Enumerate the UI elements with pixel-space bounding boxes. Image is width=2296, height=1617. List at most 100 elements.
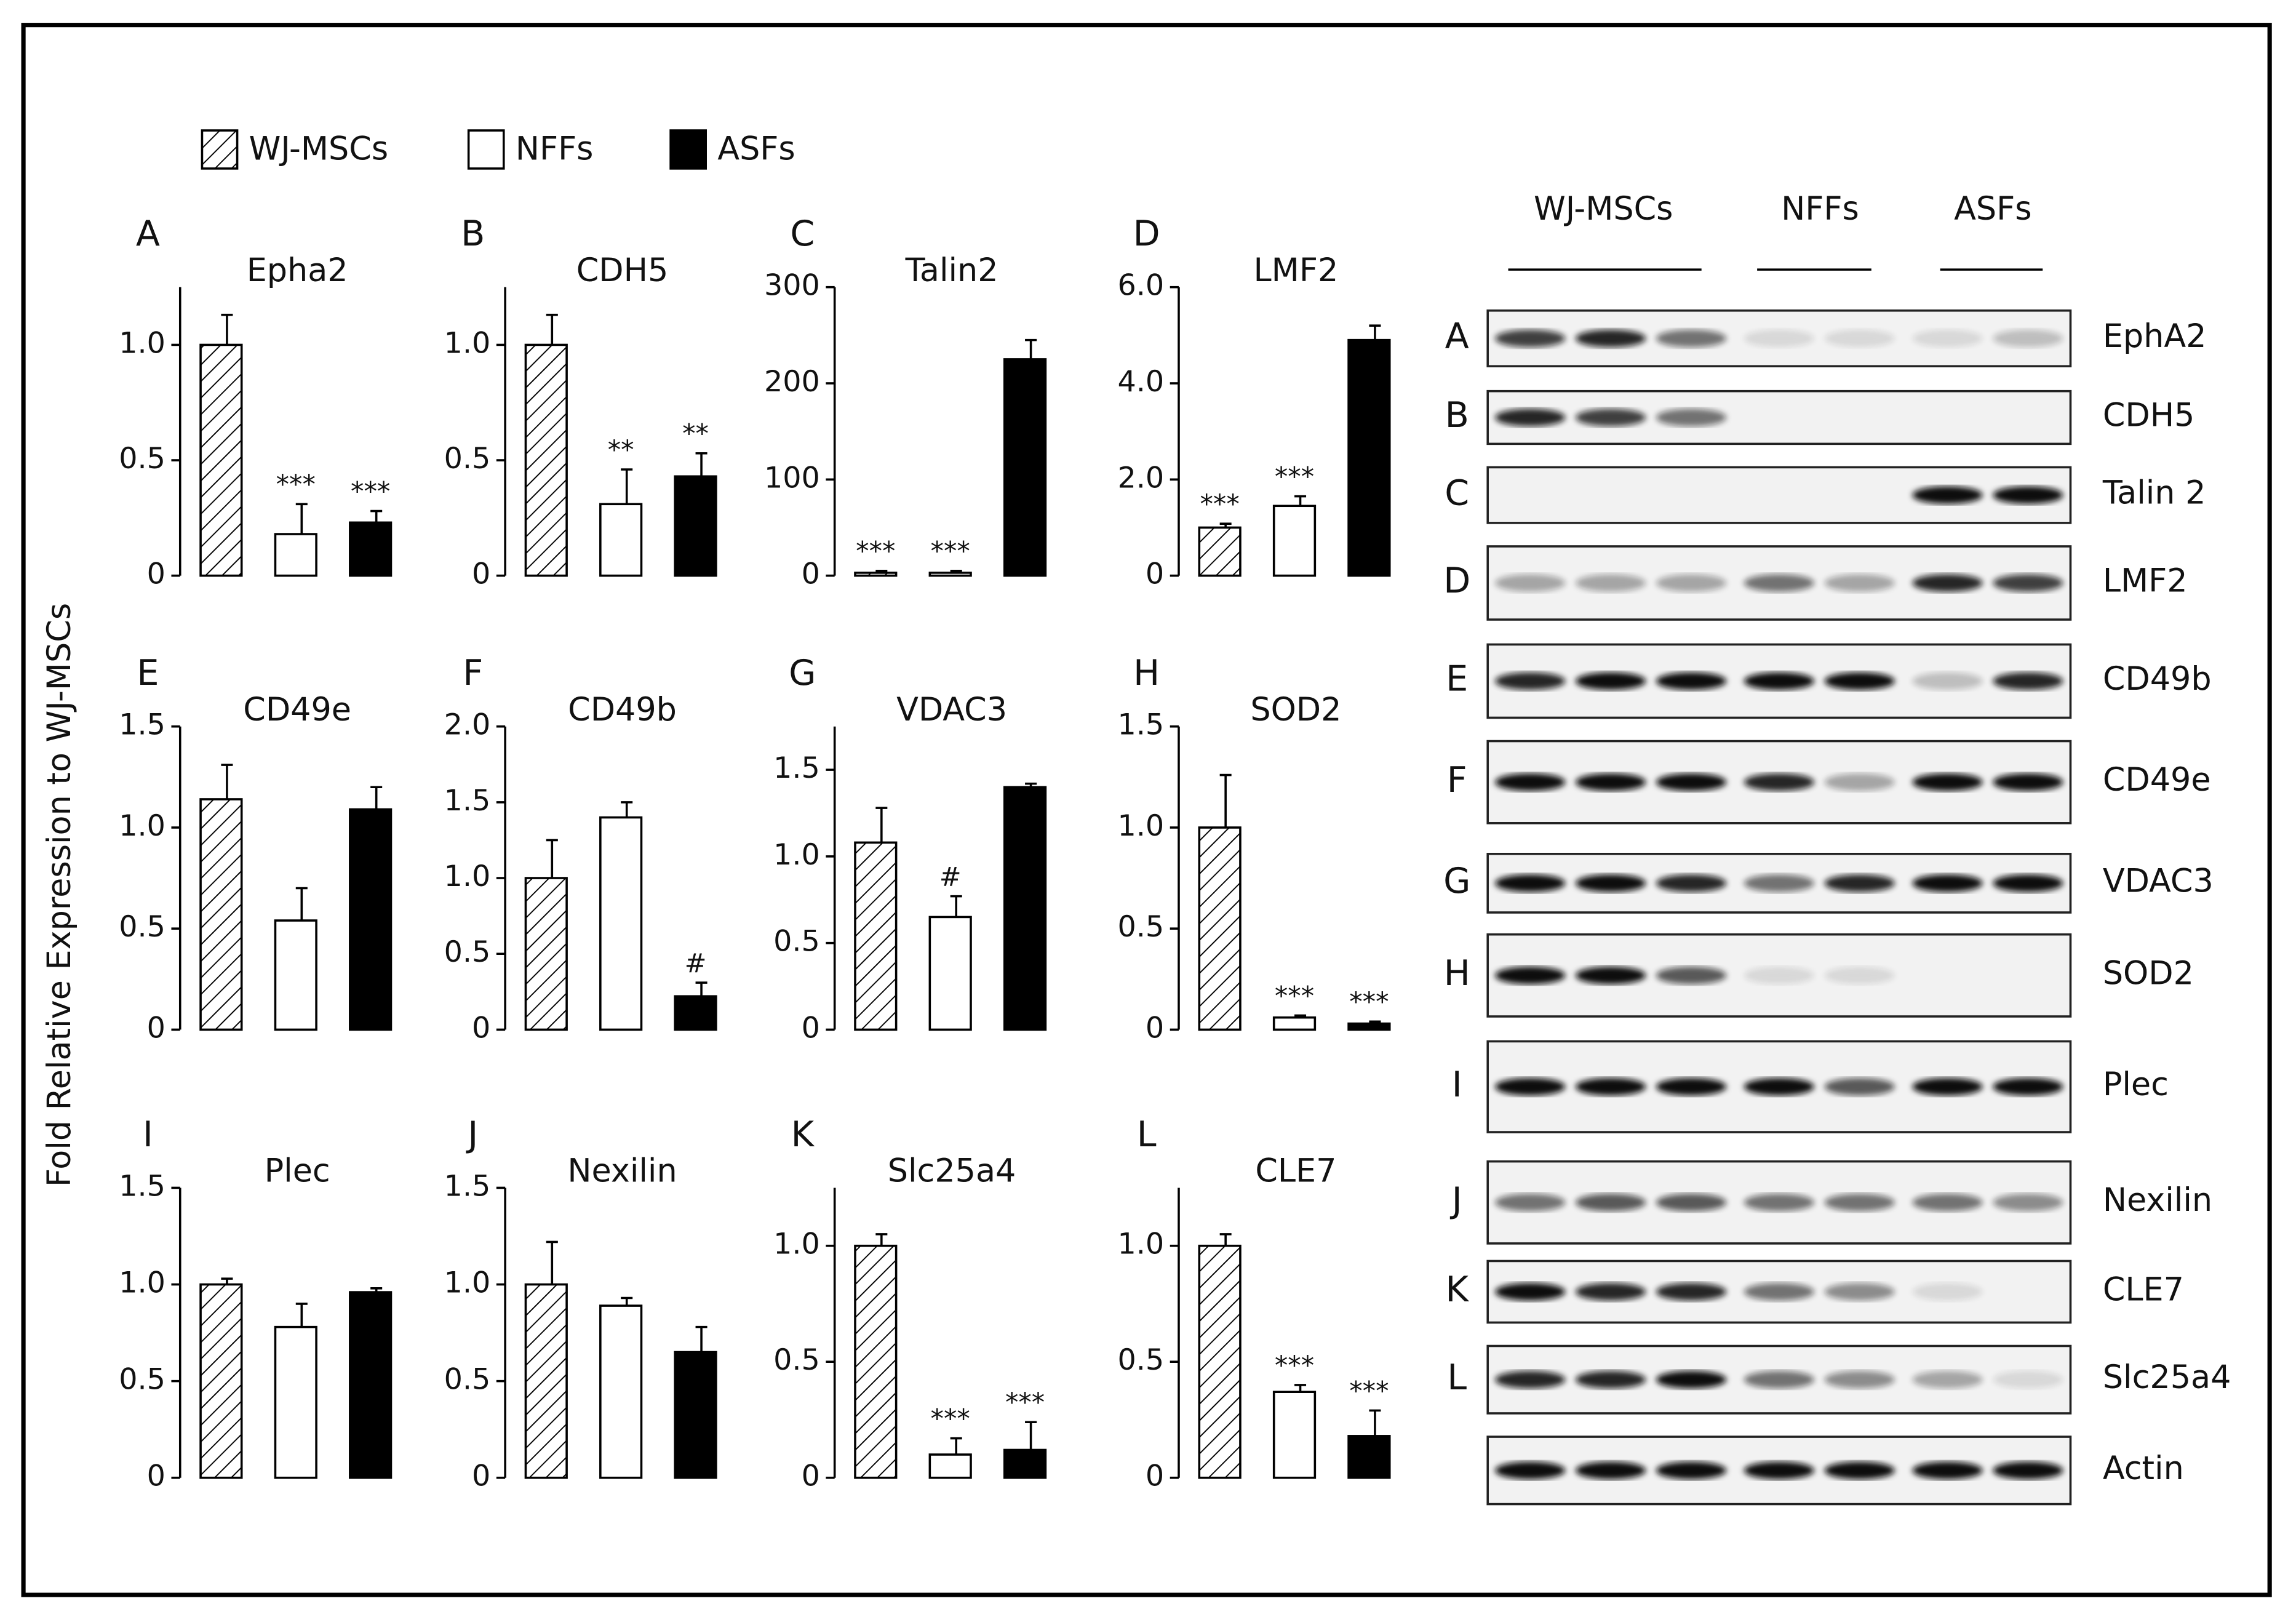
- blot-band: [1656, 409, 1727, 426]
- blot-band: [1575, 1283, 1646, 1301]
- blot-band: [1575, 329, 1646, 348]
- bar: [1272, 505, 1317, 577]
- blot-band: [1824, 773, 1895, 791]
- lane-group-label: WJ-MSCs: [1534, 190, 1673, 228]
- bar: [1198, 526, 1242, 577]
- blot-protein-label: SOD2: [2103, 954, 2194, 992]
- y-tick-label: 0.5: [773, 925, 820, 959]
- blot-band: [1744, 1461, 1814, 1480]
- y-tick-label: 0: [472, 1011, 490, 1045]
- significance: #: [685, 948, 707, 979]
- blot-band: [1993, 1461, 2063, 1480]
- chart-title: Slc25a4: [888, 1152, 1016, 1190]
- lane-group-label: NFFs: [1781, 190, 1859, 228]
- blot-band: [1993, 1193, 2063, 1212]
- y-tick-label: 1.5: [444, 1169, 491, 1203]
- bar: [928, 572, 972, 577]
- chart-title: CDH5: [576, 252, 669, 289]
- bar: [349, 808, 393, 1031]
- y-tick-label: 1.5: [773, 751, 820, 785]
- y-tick-label: 0: [472, 1459, 490, 1493]
- bar: [854, 1244, 898, 1479]
- blot-band: [1912, 773, 1983, 791]
- bar: [199, 798, 243, 1031]
- y-tick-label: 6.0: [1117, 269, 1164, 303]
- bar: [524, 1283, 568, 1479]
- y-tick-label: 0: [802, 1459, 820, 1493]
- blot-band: [1912, 1283, 1983, 1301]
- blot-row-letter: B: [1445, 395, 1469, 436]
- significance: ***: [351, 476, 390, 507]
- blot-band: [1575, 773, 1646, 791]
- blot-band: [1912, 1193, 1983, 1212]
- blot-band: [1744, 672, 1814, 690]
- blot-row-letter: E: [1446, 659, 1468, 700]
- bar: [599, 503, 643, 577]
- blot-row-letter: J: [1450, 1180, 1462, 1221]
- bar: [1347, 338, 1391, 577]
- blot-band: [1993, 1077, 2063, 1096]
- bar: [854, 572, 898, 577]
- legend-swatch: [201, 129, 239, 170]
- y-tick-label: 0: [147, 557, 165, 591]
- blot-row-letter: G: [1443, 861, 1470, 901]
- y-tick-label: 1.5: [444, 784, 491, 818]
- bar: [928, 916, 972, 1031]
- bar: [1003, 786, 1047, 1031]
- y-tick-label: 0.5: [773, 1343, 820, 1377]
- y-tick-label: 1.5: [119, 1169, 165, 1203]
- bar: [524, 343, 568, 577]
- significance: ***: [1275, 981, 1314, 1012]
- panel-letter: L: [1137, 1114, 1157, 1155]
- panel-letter: H: [1133, 653, 1160, 693]
- blot-band: [1993, 486, 2063, 504]
- bar: [854, 841, 898, 1031]
- blot-band: [1744, 1077, 1814, 1096]
- significance: ***: [1275, 462, 1314, 493]
- y-tick-label: 1.5: [119, 708, 165, 742]
- y-tick-label: 0: [147, 1459, 165, 1493]
- blot-band: [1993, 329, 2063, 348]
- blot-band: [1824, 874, 1895, 892]
- blot-band: [1744, 1370, 1814, 1389]
- bar: [599, 1304, 643, 1479]
- y-tick-label: 0.5: [1117, 1343, 1164, 1377]
- legend-label: WJ-MSCs: [249, 130, 389, 167]
- y-tick-label: 100: [764, 461, 820, 495]
- blot-band: [1824, 967, 1895, 984]
- blot-band: [1495, 1283, 1566, 1301]
- y-tick-label: 0.5: [444, 935, 491, 969]
- blot-band: [1824, 1283, 1895, 1301]
- blot-band: [1575, 574, 1646, 592]
- bar: [524, 877, 568, 1031]
- blot-band: [1575, 1461, 1646, 1480]
- bar: [1198, 826, 1242, 1031]
- y-tick-label: 0.5: [119, 1363, 165, 1397]
- bar: [1198, 1244, 1242, 1479]
- bar: [199, 343, 243, 577]
- bar: [1272, 1391, 1317, 1479]
- blot-band: [1495, 574, 1566, 592]
- blot-band: [1495, 967, 1566, 984]
- y-tick-label: 0.5: [1117, 910, 1164, 944]
- blot-band: [1912, 1461, 1983, 1480]
- blot-protein-label: Plec: [2103, 1066, 2169, 1103]
- blot-band: [1495, 1461, 1566, 1480]
- blot-row-letter: H: [1444, 953, 1470, 994]
- blot-protein-label: Slc25a4: [2103, 1359, 2231, 1396]
- blot-band: [1656, 874, 1727, 892]
- bar: [274, 533, 317, 577]
- y-tick-label: 1.0: [444, 860, 491, 893]
- y-tick-label: 0: [472, 557, 490, 591]
- blot-band: [1656, 574, 1727, 592]
- blot-row-letter: F: [1447, 760, 1467, 801]
- legend-label: ASFs: [717, 130, 795, 167]
- panel-letter: G: [789, 653, 816, 693]
- blot-protein-label: Actin: [2103, 1450, 2184, 1487]
- chart-title: SOD2: [1250, 691, 1341, 729]
- panel-letter: F: [463, 653, 483, 693]
- bar: [1272, 1016, 1317, 1031]
- y-tick-label: 0.5: [444, 1363, 491, 1397]
- blot-band: [1744, 874, 1814, 892]
- blot-band: [1495, 1370, 1566, 1389]
